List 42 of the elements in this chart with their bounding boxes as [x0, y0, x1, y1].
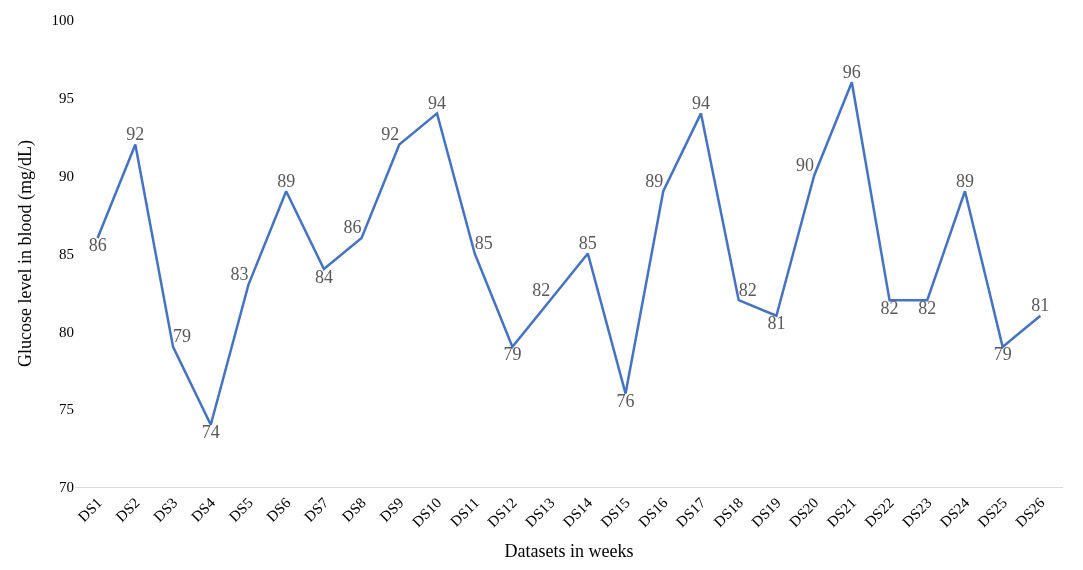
y-tick-label: 100 — [51, 12, 74, 29]
data-label: 89 — [955, 170, 974, 191]
data-label: 82 — [880, 297, 899, 318]
y-tick-label: 70 — [59, 479, 74, 496]
y-tick-label: 80 — [59, 323, 74, 340]
data-label: 83 — [230, 264, 249, 285]
y-tick-label: 75 — [59, 401, 74, 418]
data-label: 82 — [532, 279, 551, 300]
data-label: 85 — [474, 233, 493, 253]
data-label: 92 — [126, 124, 145, 145]
data-label: 74 — [201, 422, 220, 443]
data-label: 90 — [796, 155, 815, 176]
data-label: 89 — [645, 170, 664, 191]
data-label: 86 — [343, 217, 362, 238]
x-tick-label: DS8 — [338, 494, 370, 525]
y-tick-label: 85 — [59, 245, 74, 262]
y-tick-label: 90 — [59, 167, 74, 184]
data-label: 92 — [381, 124, 400, 145]
x-tick-label: DS5 — [225, 494, 256, 525]
data-label: 81 — [767, 313, 786, 334]
x-tick-label: DS1 — [74, 494, 106, 525]
data-label: 84 — [314, 266, 333, 287]
x-tick-label: DS4 — [188, 494, 219, 525]
data-label: 85 — [578, 233, 597, 253]
data-label: 94 — [428, 92, 447, 113]
y-tick-label: 95 — [59, 90, 74, 107]
data-label: 86 — [88, 235, 107, 256]
x-tick-label: DS9 — [376, 494, 407, 525]
data-label: 89 — [277, 170, 296, 191]
data-label: 81 — [1031, 295, 1050, 316]
y-axis-title: Glucose level in blood (mg/dL) — [14, 140, 36, 367]
data-label: 82 — [918, 297, 937, 318]
x-axis-title: Datasets in weeks — [504, 541, 634, 562]
data-label: 94 — [691, 92, 710, 113]
data-label: 82 — [738, 279, 757, 300]
data-label: 79 — [173, 326, 192, 347]
data-label: 96 — [842, 61, 861, 82]
data-label: 79 — [503, 344, 522, 365]
data-label: 76 — [616, 391, 635, 412]
x-tick-label: DS3 — [150, 494, 181, 525]
data-label: 79 — [993, 344, 1012, 365]
x-tick-label: DS2 — [112, 494, 143, 525]
